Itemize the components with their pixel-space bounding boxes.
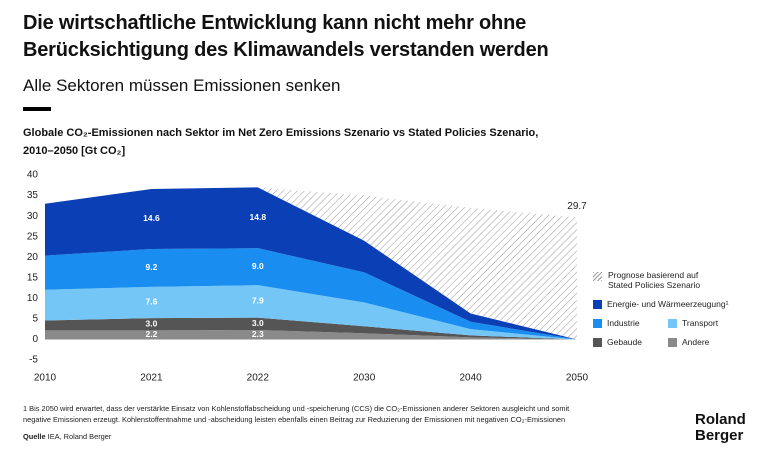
legend-swatch (668, 319, 677, 328)
source: IEA, Roland Berger (47, 432, 112, 441)
x-tick-label: 2022 (247, 373, 270, 384)
y-tick-label: 10 (27, 293, 39, 304)
y-tick-label: 40 (27, 170, 39, 181)
y-tick-label: -5 (29, 355, 38, 366)
area (45, 317, 577, 340)
x-tick-label: 2040 (459, 373, 482, 384)
legend-swatch (593, 300, 602, 309)
legend-label: Transport (682, 318, 719, 328)
data-label: 14.8 (250, 212, 267, 222)
legend-label: Prognose basierend auf Stated Policies S… (608, 270, 701, 290)
logo: Roland (695, 411, 746, 428)
area (45, 329, 577, 340)
logo: Berger (695, 427, 744, 444)
footnote: negative Emissionen erzeugt. Kohlenstoff… (23, 415, 566, 424)
y-tick-label: 20 (27, 252, 39, 263)
subtitle: Alle Sektoren müssen Emissionen senken (23, 76, 341, 95)
x-tick-label: 2010 (34, 373, 57, 384)
y-tick-label: 5 (32, 314, 38, 325)
x-tick-label: 2021 (140, 373, 163, 384)
legend-label: Energie- und Wärmeerzeugung¹ (607, 299, 729, 309)
data-label: 9.2 (145, 262, 157, 272)
data-label: 2.3 (252, 329, 264, 339)
y-tick-label: 30 (27, 211, 39, 222)
data-label: 9.0 (252, 261, 264, 271)
area (45, 187, 577, 340)
legend-swatch (668, 338, 677, 347)
y-tick-label: 35 (27, 190, 39, 201)
data-label: 7.6 (145, 297, 157, 307)
data-label: 14.6 (143, 213, 160, 223)
y-tick-label: 15 (27, 272, 39, 283)
data-label: 3.0 (145, 318, 157, 328)
y-tick-label: 25 (27, 231, 39, 242)
legend-swatch (593, 272, 602, 281)
legend-label: Gebaude (607, 337, 642, 347)
scenario-area (257, 187, 577, 340)
title: Die wirtschaftliche Entwicklung kann nic… (23, 12, 527, 34)
area (45, 285, 577, 340)
data-label: 29.7 (567, 201, 587, 212)
title: Berücksichtigung des Klimawandels versta… (23, 39, 549, 61)
area (45, 248, 577, 340)
y-tick-label: 0 (32, 334, 38, 345)
data-label: 7.9 (252, 296, 264, 306)
data-label: 2.2 (145, 329, 157, 339)
chart-title: 2010–2050 [Gt CO₂] (23, 145, 126, 157)
legend-swatch (593, 319, 602, 328)
legend-label: Andere (682, 337, 710, 347)
x-tick-label: 2030 (353, 373, 376, 384)
data-label: 3.0 (252, 318, 264, 328)
source-label: Quelle (23, 432, 46, 441)
x-tick-label: 2050 (566, 373, 589, 384)
footnote: 1 Bis 2050 wird erwartet, dass der verst… (23, 404, 570, 413)
accent-bar (23, 107, 51, 111)
legend-label: Industrie (607, 318, 640, 328)
chart-title: Globale CO₂-Emissionen nach Sektor im Ne… (23, 127, 539, 139)
legend-swatch (593, 338, 602, 347)
